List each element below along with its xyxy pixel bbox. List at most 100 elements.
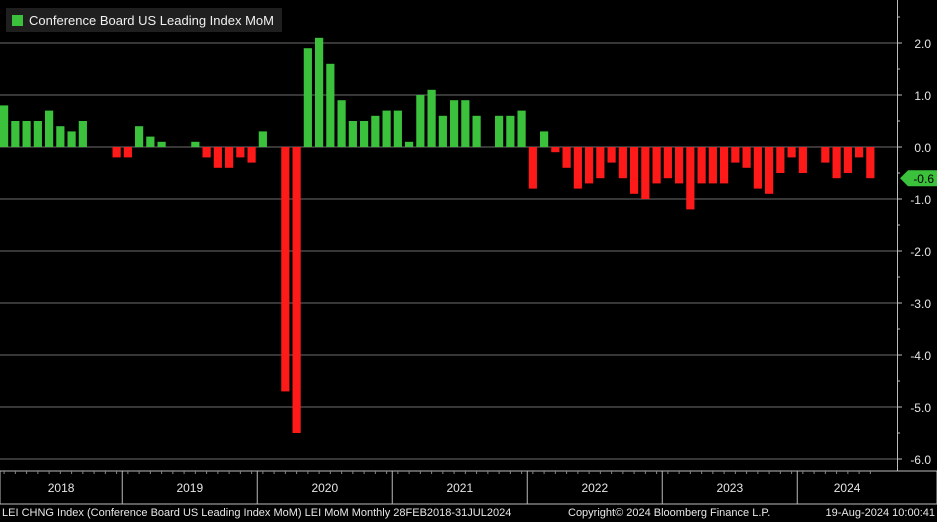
bar (630, 147, 639, 194)
bar (573, 147, 582, 189)
y-tick-label: 2.0 (914, 37, 931, 51)
bar (427, 89, 436, 147)
bar (438, 115, 447, 147)
x-tick-label: 2023 (716, 481, 743, 495)
bar (753, 147, 762, 189)
bar (33, 121, 42, 147)
legend-swatch (12, 14, 23, 26)
x-tick-label: 2022 (581, 481, 608, 495)
bar (708, 147, 717, 184)
bar (78, 121, 87, 147)
bar (517, 110, 526, 147)
bar (742, 147, 751, 168)
x-tick-label: 2024 (834, 481, 861, 495)
bar (472, 115, 481, 147)
bar (416, 95, 425, 147)
bar (337, 100, 346, 147)
bar (652, 147, 661, 184)
bar (832, 147, 841, 179)
y-tick-label: 0.0 (914, 141, 931, 155)
bar (618, 147, 627, 179)
bar (382, 110, 391, 147)
bar (551, 147, 560, 153)
bar (258, 131, 267, 147)
last-value-marker (900, 170, 937, 187)
bar (528, 147, 537, 189)
y-axis: 2.0 1.0 0.0 -1.0 -2.0 -3.0 -4.0 -5.0 -6.0 -0.6 (897, 0, 937, 471)
bar (461, 100, 470, 147)
bar (326, 63, 335, 147)
bar (123, 147, 132, 158)
y-tick-label: -2.0 (910, 245, 931, 259)
legend-label: Conference Board US Leading Index MoM (29, 12, 274, 28)
y-tick-label: -6.0 (910, 453, 931, 467)
bar (731, 147, 740, 163)
bar (360, 121, 369, 147)
bar (112, 147, 121, 158)
bar (0, 105, 9, 147)
bar (798, 147, 807, 173)
bar (686, 147, 695, 210)
bar (495, 115, 504, 147)
bar (866, 147, 875, 179)
bar (348, 121, 357, 147)
bar (393, 110, 402, 147)
bar (607, 147, 616, 163)
bar (236, 147, 245, 158)
bar (303, 48, 312, 148)
bar (675, 147, 684, 184)
bar (191, 141, 200, 147)
bar (247, 147, 256, 163)
bar (22, 121, 31, 147)
bar (821, 147, 830, 163)
bar (135, 126, 144, 147)
bar (292, 147, 301, 433)
y-tick-label: -1.0 (910, 193, 931, 207)
footer-timestamp: 19-Aug-2024 10:00:41 (825, 507, 935, 519)
bar (596, 147, 605, 179)
bar (67, 131, 76, 147)
bar (56, 126, 65, 147)
bar (585, 147, 594, 184)
bar (697, 147, 706, 184)
bar (855, 147, 864, 158)
bar (202, 147, 211, 158)
bar (720, 147, 729, 184)
gridlines (0, 42, 897, 460)
bar (213, 147, 222, 168)
footer: LEI CHNG Index (Conference Board US Lead… (0, 504, 937, 522)
bar (371, 115, 380, 147)
bar (450, 100, 459, 147)
bar (146, 136, 155, 147)
x-axis: 2018 2019 2020 2021 2022 2023 2024 (0, 470, 937, 505)
bar (157, 141, 166, 147)
bar (281, 147, 290, 392)
bar (315, 37, 324, 147)
bar (405, 141, 414, 147)
bar (506, 115, 515, 147)
last-value-label: -0.6 (913, 172, 934, 186)
bar (787, 147, 796, 158)
bar (765, 147, 774, 194)
bars (0, 37, 875, 433)
bar (11, 121, 20, 147)
bar (45, 110, 54, 147)
bar (776, 147, 785, 173)
bar (641, 147, 650, 199)
bar (562, 147, 571, 168)
x-tick-label: 2019 (176, 481, 203, 495)
y-tick-label: -4.0 (910, 349, 931, 363)
y-tick-label: -5.0 (910, 401, 931, 415)
x-tick-label: 2020 (311, 481, 338, 495)
x-tick-label: 2018 (48, 481, 75, 495)
y-tick-label: -3.0 (910, 297, 931, 311)
y-tick-label: 1.0 (914, 89, 931, 103)
legend: Conference Board US Leading Index MoM (6, 8, 282, 32)
x-tick-label: 2021 (446, 481, 473, 495)
footer-source: LEI CHNG Index (Conference Board US Lead… (2, 507, 512, 519)
bar (663, 147, 672, 179)
bar (843, 147, 852, 173)
footer-copyright: Copyright© 2024 Bloomberg Finance L.P. (568, 507, 771, 519)
bar (225, 147, 234, 168)
